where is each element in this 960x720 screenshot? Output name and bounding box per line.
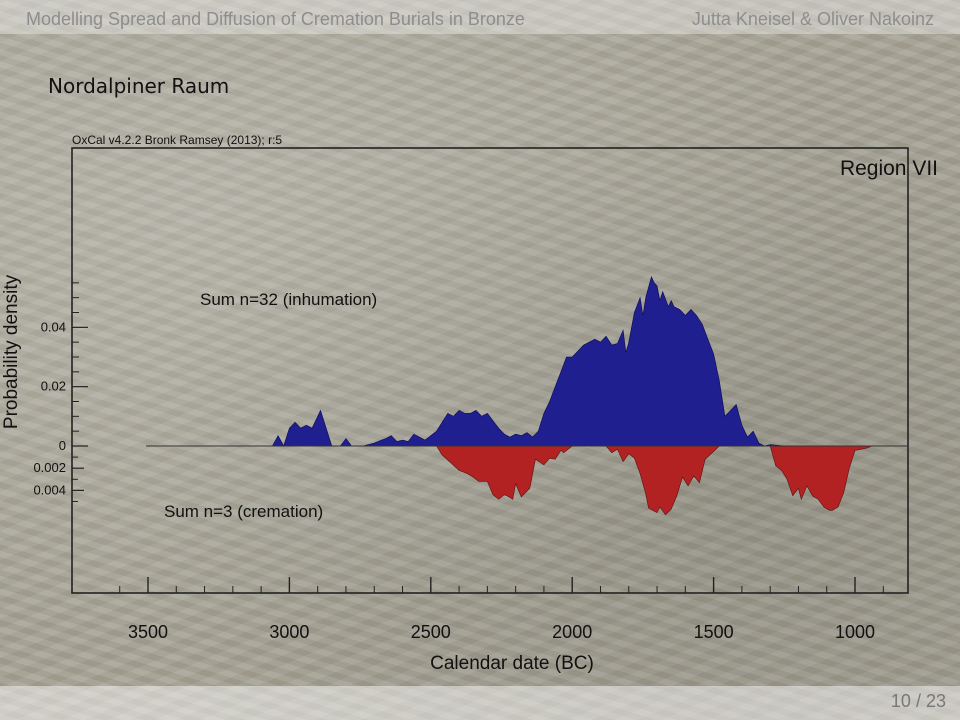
x-minor-ticks — [119, 586, 884, 593]
plot-frame — [71, 147, 909, 594]
x-tick-label: 3000 — [269, 622, 309, 642]
y-tick-label: 0.02 — [41, 379, 66, 394]
header-bar: Modelling Spread and Diffusion of Cremat… — [0, 0, 960, 34]
chart-title: Region VII — [840, 157, 938, 180]
x-major-ticks — [147, 577, 856, 593]
y-tick-label: 0 — [59, 438, 66, 453]
page-separator: / — [915, 691, 921, 711]
cremation-label: Sum n=3 (cremation) — [164, 502, 323, 521]
y-upper-ticks: 0 0.02 0.04 — [41, 282, 88, 453]
slide-title: Nordalpiner Raum — [48, 74, 230, 98]
x-tick-label: 2000 — [552, 622, 592, 642]
y-tick-label: 0.002 — [33, 460, 66, 475]
y-tick-label: 0.004 — [33, 482, 66, 497]
authors: Jutta Kneisel & Oliver Nakoinz — [691, 9, 934, 29]
x-tick-label: 1500 — [694, 622, 734, 642]
presentation-title: Modelling Spread and Diffusion of Cremat… — [26, 9, 525, 29]
x-tick-label: 1000 — [835, 622, 875, 642]
cremation-area — [435, 445, 873, 516]
y-axis-label: Probability density — [1, 274, 22, 429]
footer-bar: 10 / 23 — [0, 686, 960, 720]
y-tick-label: 0.04 — [41, 319, 66, 334]
page-number: 10 / 23 — [891, 691, 946, 712]
total-pages: 23 — [925, 691, 946, 711]
oxcal-caption: OxCal v4.2.2 Bronk Ramsey (2013); r:5 — [72, 133, 282, 147]
current-page: 10 — [890, 691, 911, 711]
y-lower-ticks: 0.002 0.004 — [33, 456, 84, 502]
x-tick-labels: 3500 3000 2500 2000 1500 1000 — [128, 622, 875, 642]
inhumation-label: Sum n=32 (inhumation) — [200, 290, 377, 309]
x-axis-label: Calendar date (BC) — [430, 653, 594, 674]
x-tick-label: 2500 — [411, 622, 451, 642]
x-tick-label: 3500 — [128, 622, 168, 642]
